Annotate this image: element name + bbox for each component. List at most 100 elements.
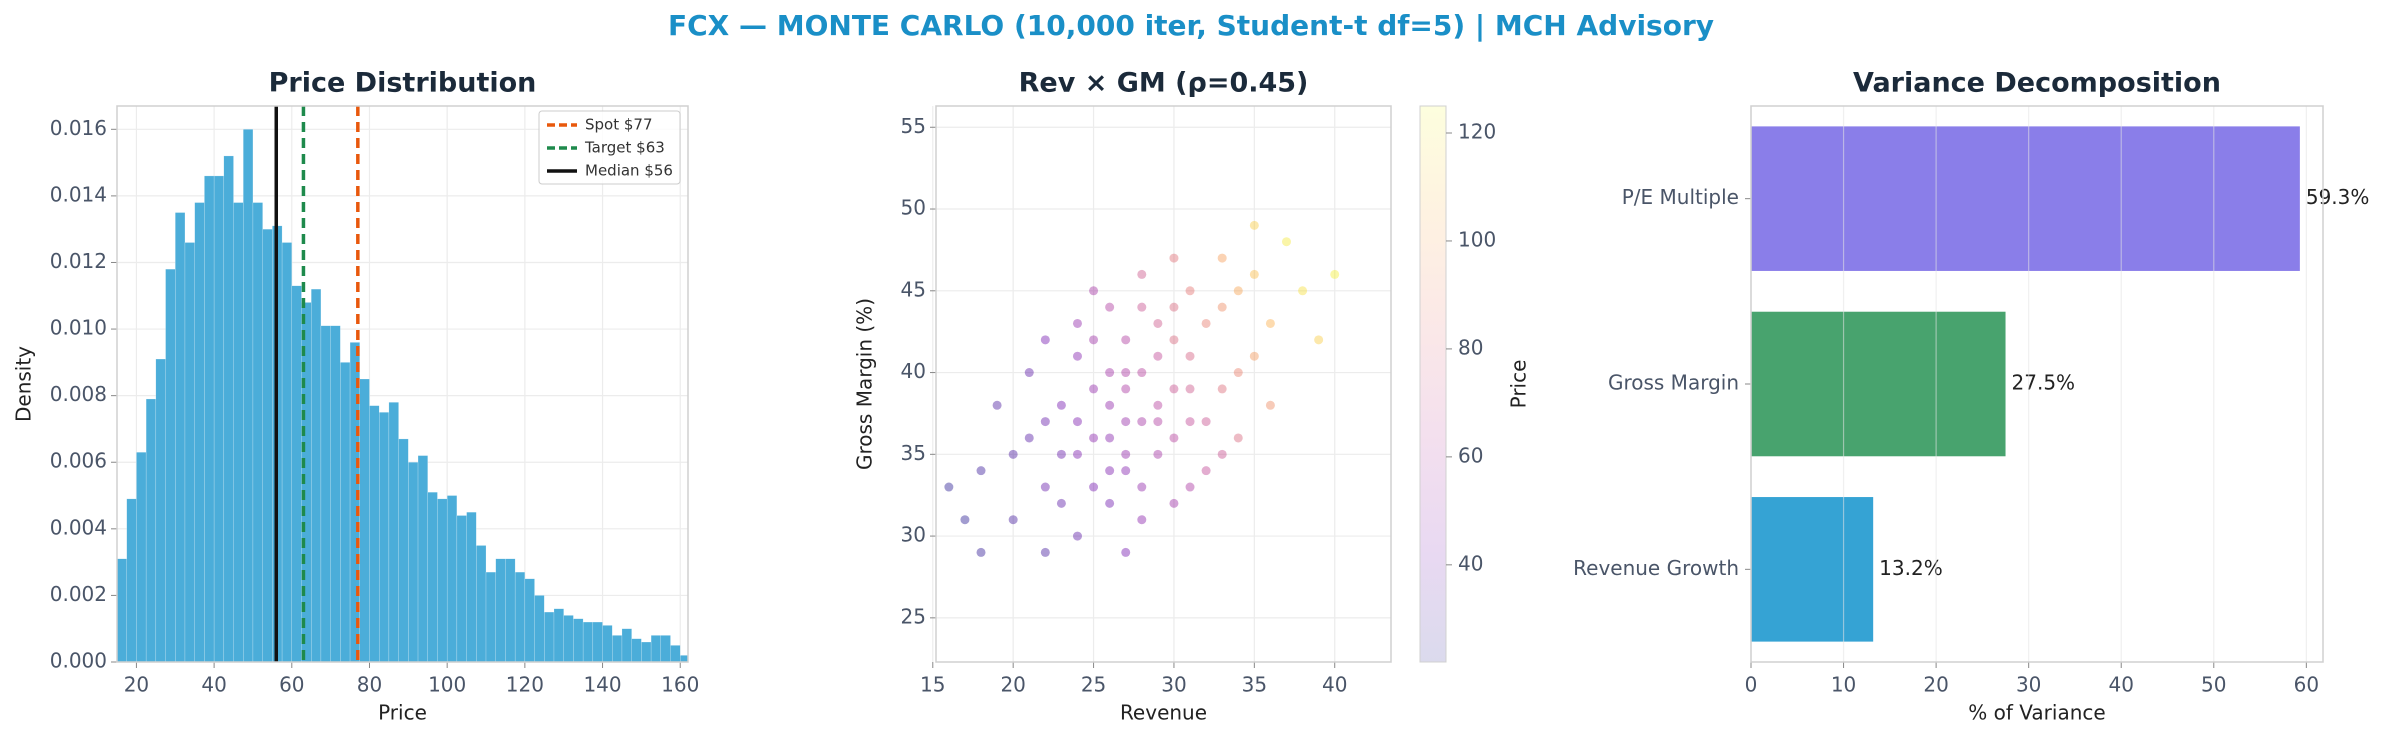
y-tick-label: 0.012 bbox=[50, 249, 107, 273]
point bbox=[1137, 269, 1147, 279]
bar bbox=[194, 202, 205, 662]
point bbox=[992, 400, 1002, 410]
x-tick-label: 40 bbox=[1322, 673, 1347, 697]
bar bbox=[136, 452, 147, 662]
point bbox=[1185, 482, 1195, 492]
point bbox=[1089, 433, 1099, 443]
colorbar-tick-label: 120 bbox=[1458, 119, 1496, 143]
y-axis-label: Density bbox=[12, 346, 36, 422]
x-tick-label: 20 bbox=[1000, 673, 1025, 697]
point bbox=[1233, 368, 1243, 378]
y-tick-label: 0.016 bbox=[50, 116, 107, 140]
chart-title: Price Distribution bbox=[269, 68, 537, 99]
point bbox=[1121, 417, 1131, 427]
bar bbox=[621, 628, 632, 662]
colorbar bbox=[1419, 105, 1447, 663]
axes-frame bbox=[1750, 105, 2324, 663]
bar bbox=[476, 545, 487, 662]
point bbox=[1233, 286, 1243, 296]
point bbox=[1137, 515, 1147, 525]
point bbox=[1249, 269, 1259, 279]
point bbox=[1040, 482, 1050, 492]
point bbox=[1217, 384, 1227, 394]
point bbox=[1089, 482, 1099, 492]
point bbox=[1137, 368, 1147, 378]
x-tick-label: 140 bbox=[583, 673, 621, 697]
bar bbox=[437, 498, 448, 662]
point bbox=[1137, 302, 1147, 312]
bar bbox=[631, 638, 642, 662]
bar bbox=[155, 358, 166, 662]
bar bbox=[563, 615, 574, 662]
point bbox=[1153, 417, 1163, 427]
bar bbox=[349, 342, 360, 662]
bar bbox=[252, 202, 263, 662]
x-tick-label: 50 bbox=[2201, 673, 2226, 697]
point bbox=[1024, 433, 1034, 443]
y-tick-label: 30 bbox=[901, 523, 926, 547]
y-tick-label: 35 bbox=[901, 441, 926, 465]
value-label: 59.3% bbox=[2306, 185, 2370, 209]
colorbar-tick-label: 100 bbox=[1458, 227, 1496, 251]
bar bbox=[524, 578, 535, 662]
bar bbox=[670, 645, 681, 662]
colorbar-tick-label: 40 bbox=[1458, 551, 1483, 575]
point bbox=[1153, 449, 1163, 459]
bar bbox=[1751, 497, 1874, 642]
bar bbox=[223, 155, 234, 662]
bar bbox=[534, 595, 545, 662]
y-tick-label: Revenue Growth bbox=[1573, 556, 1739, 580]
point bbox=[1201, 417, 1211, 427]
point bbox=[1072, 417, 1082, 427]
bar bbox=[359, 378, 370, 662]
point bbox=[1105, 466, 1115, 476]
point bbox=[976, 547, 986, 557]
point bbox=[944, 482, 954, 492]
bar bbox=[213, 175, 225, 662]
point bbox=[1185, 384, 1195, 394]
point bbox=[1105, 302, 1115, 312]
point bbox=[1024, 368, 1034, 378]
bar bbox=[1751, 126, 2300, 271]
point bbox=[1265, 318, 1275, 328]
point bbox=[1298, 286, 1308, 296]
bar bbox=[602, 625, 613, 662]
bar bbox=[204, 175, 215, 662]
x-tick-label: 40 bbox=[2109, 673, 2134, 697]
x-tick-label: 30 bbox=[1161, 673, 1186, 697]
bar bbox=[592, 621, 603, 662]
y-tick-label: 40 bbox=[901, 359, 926, 383]
point bbox=[1169, 302, 1179, 312]
point bbox=[1040, 335, 1050, 345]
x-tick-label: 60 bbox=[279, 673, 304, 697]
bar bbox=[175, 212, 186, 662]
y-tick-label: 55 bbox=[901, 114, 926, 138]
point bbox=[1233, 433, 1243, 443]
x-tick-label: 100 bbox=[428, 673, 466, 697]
point bbox=[1185, 286, 1195, 296]
legend-label: Target $63 bbox=[584, 139, 665, 157]
point bbox=[1072, 531, 1082, 541]
y-tick-label: 0.000 bbox=[50, 649, 107, 673]
y-tick-label: 25 bbox=[901, 604, 926, 628]
bar bbox=[184, 242, 195, 662]
legend-label: Median $56 bbox=[585, 162, 673, 180]
bar bbox=[553, 608, 564, 662]
point bbox=[1089, 286, 1099, 296]
y-tick-label: 0.002 bbox=[50, 582, 107, 606]
x-tick-label: 25 bbox=[1081, 673, 1106, 697]
point bbox=[1105, 498, 1115, 508]
point bbox=[1089, 384, 1099, 394]
axes-frame bbox=[116, 105, 689, 663]
colorbar-tick-label: 80 bbox=[1458, 335, 1483, 359]
axes-frame bbox=[935, 105, 1392, 663]
point bbox=[1105, 433, 1115, 443]
point bbox=[1153, 400, 1163, 410]
point bbox=[1169, 335, 1179, 345]
x-tick-label: 35 bbox=[1242, 673, 1267, 697]
point bbox=[976, 466, 986, 476]
point bbox=[1121, 547, 1131, 557]
point bbox=[1072, 449, 1082, 459]
bar bbox=[427, 492, 438, 662]
x-tick-label: 20 bbox=[1923, 673, 1948, 697]
